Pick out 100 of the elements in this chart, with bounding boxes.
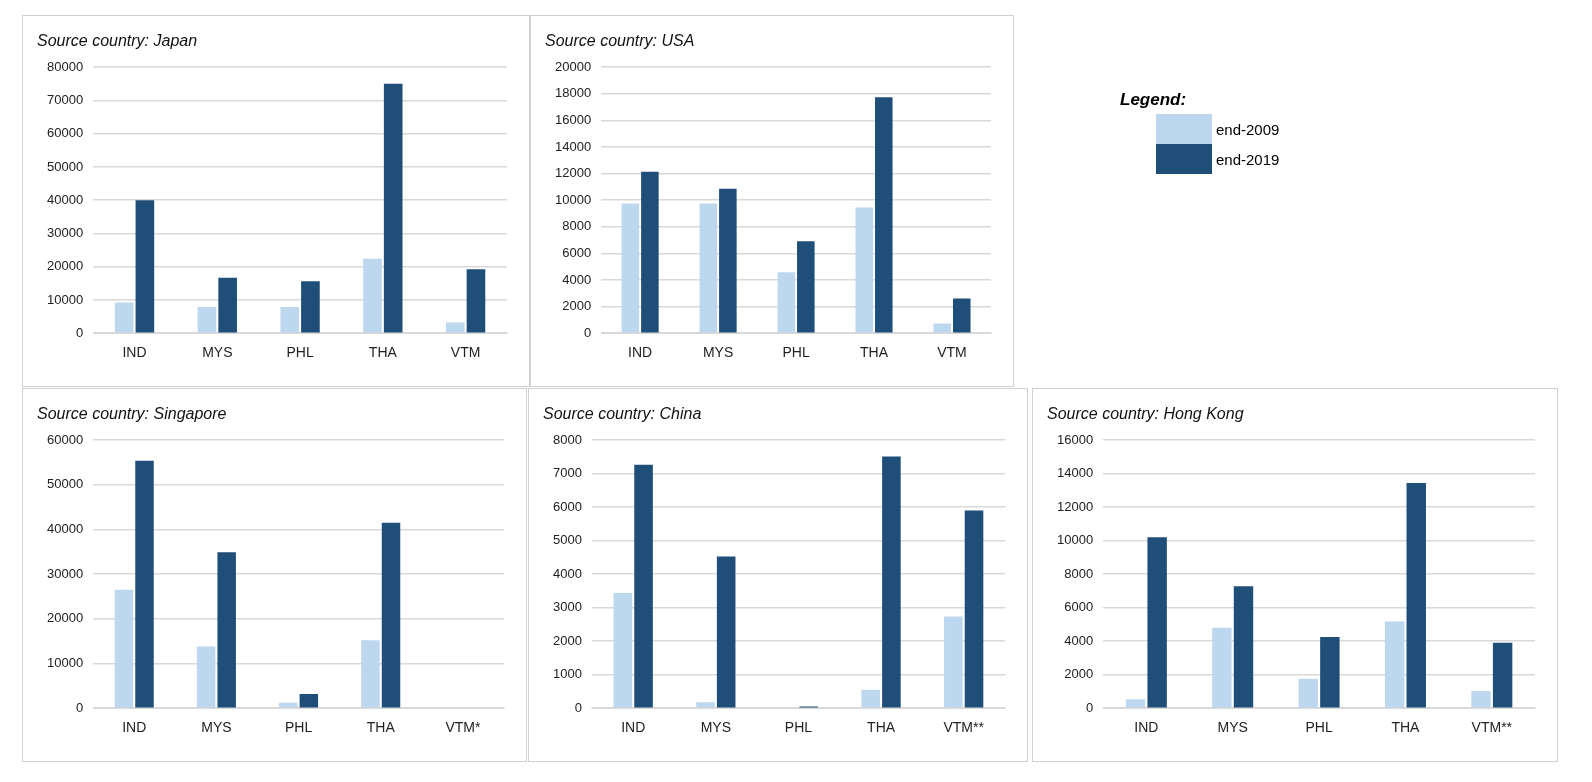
bar xyxy=(217,552,236,708)
bar xyxy=(855,207,874,333)
y-tick-label: 20000 xyxy=(554,58,592,74)
chart-title: Source country: USA xyxy=(545,32,695,50)
legend-title: Legend: xyxy=(1120,90,1188,110)
y-tick-label: 10000 xyxy=(554,191,592,207)
y-tick-label: 60000 xyxy=(46,431,84,447)
bar xyxy=(634,464,653,708)
bar xyxy=(301,281,320,333)
x-tick-label: MYS xyxy=(702,344,734,361)
bar xyxy=(1298,678,1318,708)
bar xyxy=(944,616,963,708)
x-tick-label: THA xyxy=(366,719,396,736)
y-tick-label: 16000 xyxy=(1056,431,1094,447)
y-tick-label: 8000 xyxy=(553,431,582,447)
chart-title: Source country: China xyxy=(543,405,702,423)
bar xyxy=(861,689,881,708)
bar xyxy=(719,188,737,333)
y-tick-label: 12000 xyxy=(554,165,592,181)
bar xyxy=(1233,586,1254,708)
x-tick-label: VTM** xyxy=(1471,719,1513,736)
y-tick-label: 6000 xyxy=(1064,599,1094,615)
y-tick-label: 10000 xyxy=(46,655,84,671)
y-tick-label: 0 xyxy=(1085,699,1094,715)
y-tick-label: 10000 xyxy=(46,291,84,307)
y-tick-label: 8000 xyxy=(562,218,592,234)
y-tick-label: 18000 xyxy=(554,85,592,101)
bar xyxy=(361,640,380,708)
bar xyxy=(1212,627,1232,708)
y-tick-label: 50000 xyxy=(46,158,84,174)
y-tick-label: 40000 xyxy=(46,521,84,537)
x-tick-label: VTM xyxy=(450,344,481,361)
y-tick-label: 80000 xyxy=(46,58,84,74)
chart-title: Source country: Singapore xyxy=(37,405,227,423)
chart-title: Source country: Hong Kong xyxy=(1047,405,1244,423)
y-tick-label: 8000 xyxy=(1064,565,1094,581)
bar xyxy=(383,83,403,333)
bar xyxy=(777,272,796,333)
y-tick-label: 40000 xyxy=(46,191,84,207)
y-tick-label: 6000 xyxy=(553,498,582,514)
legend-label: end-2019 xyxy=(1216,150,1280,168)
bar xyxy=(882,456,901,708)
y-tick-label: 5000 xyxy=(553,532,582,548)
bar xyxy=(466,269,486,333)
bar xyxy=(952,298,971,333)
bar xyxy=(299,693,319,708)
x-tick-label: IND xyxy=(122,344,147,361)
bar xyxy=(1147,537,1167,708)
y-tick-label: 0 xyxy=(75,699,84,715)
y-tick-label: 4000 xyxy=(562,271,592,287)
y-tick-label: 4000 xyxy=(553,565,582,581)
y-tick-label: 4000 xyxy=(1064,632,1094,648)
x-tick-label: THA xyxy=(1391,719,1421,736)
y-tick-label: 20000 xyxy=(46,610,84,626)
x-tick-label: THA xyxy=(867,719,896,736)
bar xyxy=(218,277,237,333)
bar xyxy=(1492,642,1513,708)
x-tick-label: MYS xyxy=(202,344,233,361)
y-tick-label: 3000 xyxy=(553,599,582,615)
y-tick-label: 14000 xyxy=(554,138,592,154)
x-tick-label: PHL xyxy=(286,344,314,361)
y-tick-label: 1000 xyxy=(553,666,582,682)
x-tick-label: PHL xyxy=(782,344,810,361)
bar xyxy=(696,702,715,708)
bar xyxy=(114,589,134,708)
x-tick-label: VTM** xyxy=(943,719,985,736)
x-tick-label: THA xyxy=(860,344,889,361)
y-tick-label: 16000 xyxy=(554,111,592,127)
y-tick-label: 0 xyxy=(583,324,592,340)
chart-title: Source country: Japan xyxy=(37,32,198,50)
x-tick-label: IND xyxy=(1134,719,1159,736)
y-tick-label: 0 xyxy=(574,699,582,715)
bar xyxy=(964,510,984,708)
bar xyxy=(641,171,659,333)
y-tick-label: 14000 xyxy=(1056,465,1094,481)
y-tick-label: 7000 xyxy=(553,465,582,481)
bar xyxy=(699,203,718,333)
bar xyxy=(196,646,216,708)
bar xyxy=(933,323,952,333)
y-tick-label: 50000 xyxy=(46,476,84,492)
x-tick-label: PHL xyxy=(284,719,313,736)
x-tick-label: VTM* xyxy=(445,719,481,736)
bar xyxy=(197,306,217,333)
bar xyxy=(135,200,155,333)
bar xyxy=(797,241,815,333)
y-tick-label: 12000 xyxy=(1056,498,1094,514)
x-tick-label: THA xyxy=(368,344,398,361)
bar xyxy=(1406,482,1426,708)
y-tick-label: 2000 xyxy=(562,298,592,314)
bar xyxy=(1320,637,1340,708)
bar xyxy=(1384,621,1405,708)
x-tick-label: MYS xyxy=(201,719,232,736)
y-tick-label: 0 xyxy=(75,324,84,340)
x-tick-label: VTM xyxy=(937,344,967,361)
x-tick-label: MYS xyxy=(1217,719,1248,736)
x-tick-label: IND xyxy=(122,719,147,736)
y-tick-label: 70000 xyxy=(46,92,84,108)
y-tick-label: 2000 xyxy=(1064,666,1094,682)
x-tick-label: PHL xyxy=(1305,719,1333,736)
x-tick-label: IND xyxy=(621,719,646,736)
